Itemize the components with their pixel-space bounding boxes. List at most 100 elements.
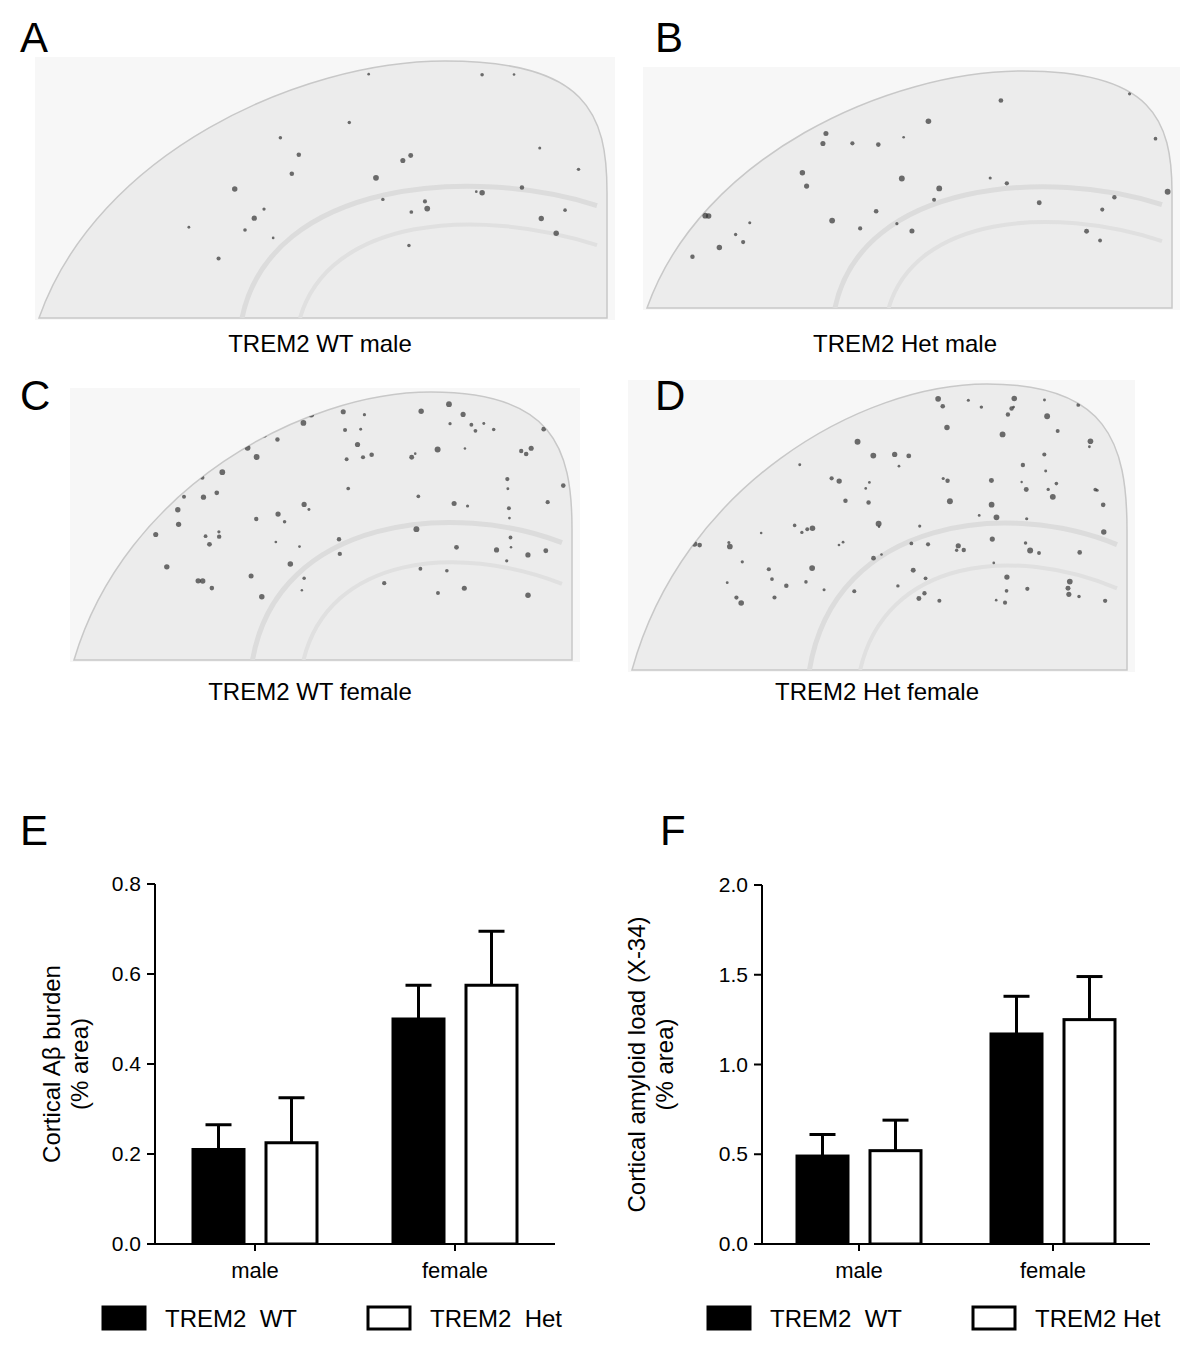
x-tick-label: male: [835, 1258, 883, 1283]
panel-label: E: [20, 807, 48, 854]
plaque: [259, 594, 264, 599]
tissue-section: [39, 61, 607, 318]
plaque: [871, 556, 876, 561]
plaque: [519, 449, 523, 453]
error-bar-stem: [490, 931, 493, 985]
plaque: [283, 520, 287, 524]
panel-caption: TREM2 WT female: [208, 678, 412, 705]
plaque: [1024, 487, 1029, 492]
plaque: [781, 415, 785, 419]
plaque: [650, 500, 654, 504]
plaque: [454, 545, 459, 550]
plaque: [685, 450, 689, 454]
error-bar-cap: [810, 1133, 836, 1136]
plaque: [492, 428, 496, 432]
plaque: [247, 422, 253, 428]
plaque: [475, 190, 478, 193]
plaque: [217, 530, 220, 533]
plaque: [717, 245, 722, 250]
plaque: [245, 445, 251, 451]
error-bar-stem: [1088, 977, 1091, 1020]
plaque: [153, 532, 158, 537]
plaque: [1100, 208, 1104, 212]
legend-label: TREM2 WT: [770, 1305, 902, 1332]
plaque: [999, 98, 1004, 103]
y-tick: [147, 1063, 155, 1065]
x-tick-label: female: [422, 1258, 488, 1283]
plaque: [1037, 200, 1042, 205]
plaque: [932, 198, 936, 202]
plaque: [435, 447, 441, 453]
plaque: [772, 595, 776, 599]
plaque: [711, 427, 715, 431]
y-tick: [754, 1243, 762, 1245]
plaque: [409, 455, 414, 460]
plaque: [647, 479, 650, 482]
plaque: [196, 578, 201, 583]
plaque: [1005, 589, 1009, 593]
plaque: [936, 186, 942, 192]
plaque: [290, 171, 295, 176]
plaque: [563, 441, 567, 445]
plaque: [702, 213, 708, 219]
plaque: [176, 522, 181, 527]
plaque: [848, 390, 853, 395]
plaque: [520, 185, 524, 189]
plaque: [642, 485, 648, 491]
panel-label: C: [20, 372, 50, 419]
plaque: [298, 545, 301, 548]
plaque: [1056, 429, 1060, 433]
plaque: [182, 495, 186, 499]
error-bar-cap: [479, 930, 505, 933]
hippocampus: [253, 523, 563, 660]
plaque: [824, 94, 828, 98]
plaque: [967, 399, 970, 402]
plaque: [307, 508, 310, 511]
plaque: [63, 207, 66, 210]
plaque: [842, 541, 845, 544]
y-tick-label: 0.4: [112, 1052, 142, 1075]
plaque: [898, 465, 901, 468]
error-bar-cap: [279, 1096, 305, 1099]
x-axis: [762, 1243, 1150, 1245]
micrograph: [35, 57, 615, 320]
plaque: [922, 591, 926, 595]
hippocampus: [809, 523, 1117, 670]
plaque: [726, 581, 729, 584]
legend-label: TREM2 WT: [165, 1305, 297, 1332]
micrograph: [643, 67, 1180, 310]
legend-swatch: [973, 1307, 1015, 1329]
plaque: [916, 596, 921, 601]
plaque: [494, 547, 499, 552]
plaque: [838, 544, 841, 547]
plaque: [1077, 595, 1080, 598]
plaque: [561, 483, 566, 488]
plaque: [924, 576, 928, 580]
plaque: [448, 422, 451, 425]
plaque: [1103, 599, 1107, 603]
plaque: [918, 524, 921, 527]
plaque: [1037, 551, 1041, 555]
plaque: [181, 413, 185, 417]
plaque: [830, 476, 834, 480]
plaque: [1128, 92, 1131, 95]
plaque: [423, 199, 427, 203]
plaque: [892, 452, 897, 457]
plaque: [1076, 403, 1080, 407]
plaque: [145, 468, 150, 473]
plaque: [942, 477, 945, 480]
plaque: [199, 105, 203, 109]
bar: [193, 1150, 244, 1245]
plaque: [414, 452, 417, 455]
error-bar-cap: [206, 1123, 232, 1126]
plaque: [524, 452, 529, 457]
plaque: [469, 423, 473, 427]
plaque: [676, 199, 681, 204]
error-bar: [883, 1120, 909, 1151]
plaque: [553, 230, 558, 235]
plaque: [727, 544, 733, 550]
y-tick-label: 1.0: [719, 1053, 748, 1076]
plaque: [560, 397, 564, 401]
plaque: [381, 198, 384, 201]
x-tick: [454, 1244, 456, 1251]
